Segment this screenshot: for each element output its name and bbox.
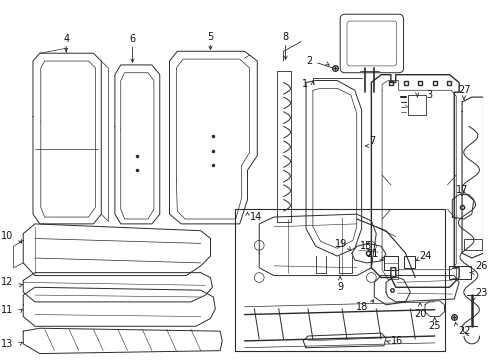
Text: 13: 13 — [1, 339, 14, 349]
Text: 27: 27 — [457, 85, 469, 95]
Text: 4: 4 — [63, 33, 69, 44]
Text: 20: 20 — [413, 309, 426, 319]
Bar — [403, 256, 414, 268]
Text: 22: 22 — [457, 326, 469, 336]
Text: 15: 15 — [360, 241, 372, 251]
Bar — [383, 256, 397, 270]
Text: 2: 2 — [306, 56, 312, 66]
Bar — [234, 209, 444, 351]
Text: 23: 23 — [475, 288, 487, 298]
Text: 12: 12 — [1, 278, 14, 287]
Text: 17: 17 — [455, 185, 468, 195]
Text: 18: 18 — [355, 302, 367, 312]
Text: 26: 26 — [475, 261, 487, 271]
Text: 8: 8 — [282, 32, 288, 42]
Bar — [463, 239, 481, 250]
Text: 9: 9 — [336, 282, 343, 292]
Text: 11: 11 — [1, 305, 14, 315]
Text: 25: 25 — [427, 321, 440, 331]
Text: 19: 19 — [334, 239, 346, 249]
Text: 3: 3 — [425, 90, 431, 100]
Text: 10: 10 — [1, 231, 14, 240]
Text: 16: 16 — [390, 336, 402, 346]
Text: 24: 24 — [418, 251, 430, 261]
Text: 21: 21 — [365, 249, 377, 259]
Text: 1: 1 — [301, 80, 307, 89]
Bar — [448, 266, 470, 279]
Bar — [407, 95, 425, 115]
Text: 14: 14 — [249, 212, 261, 222]
Text: 7: 7 — [368, 136, 375, 146]
Text: 6: 6 — [129, 33, 135, 44]
Text: 5: 5 — [207, 32, 213, 42]
